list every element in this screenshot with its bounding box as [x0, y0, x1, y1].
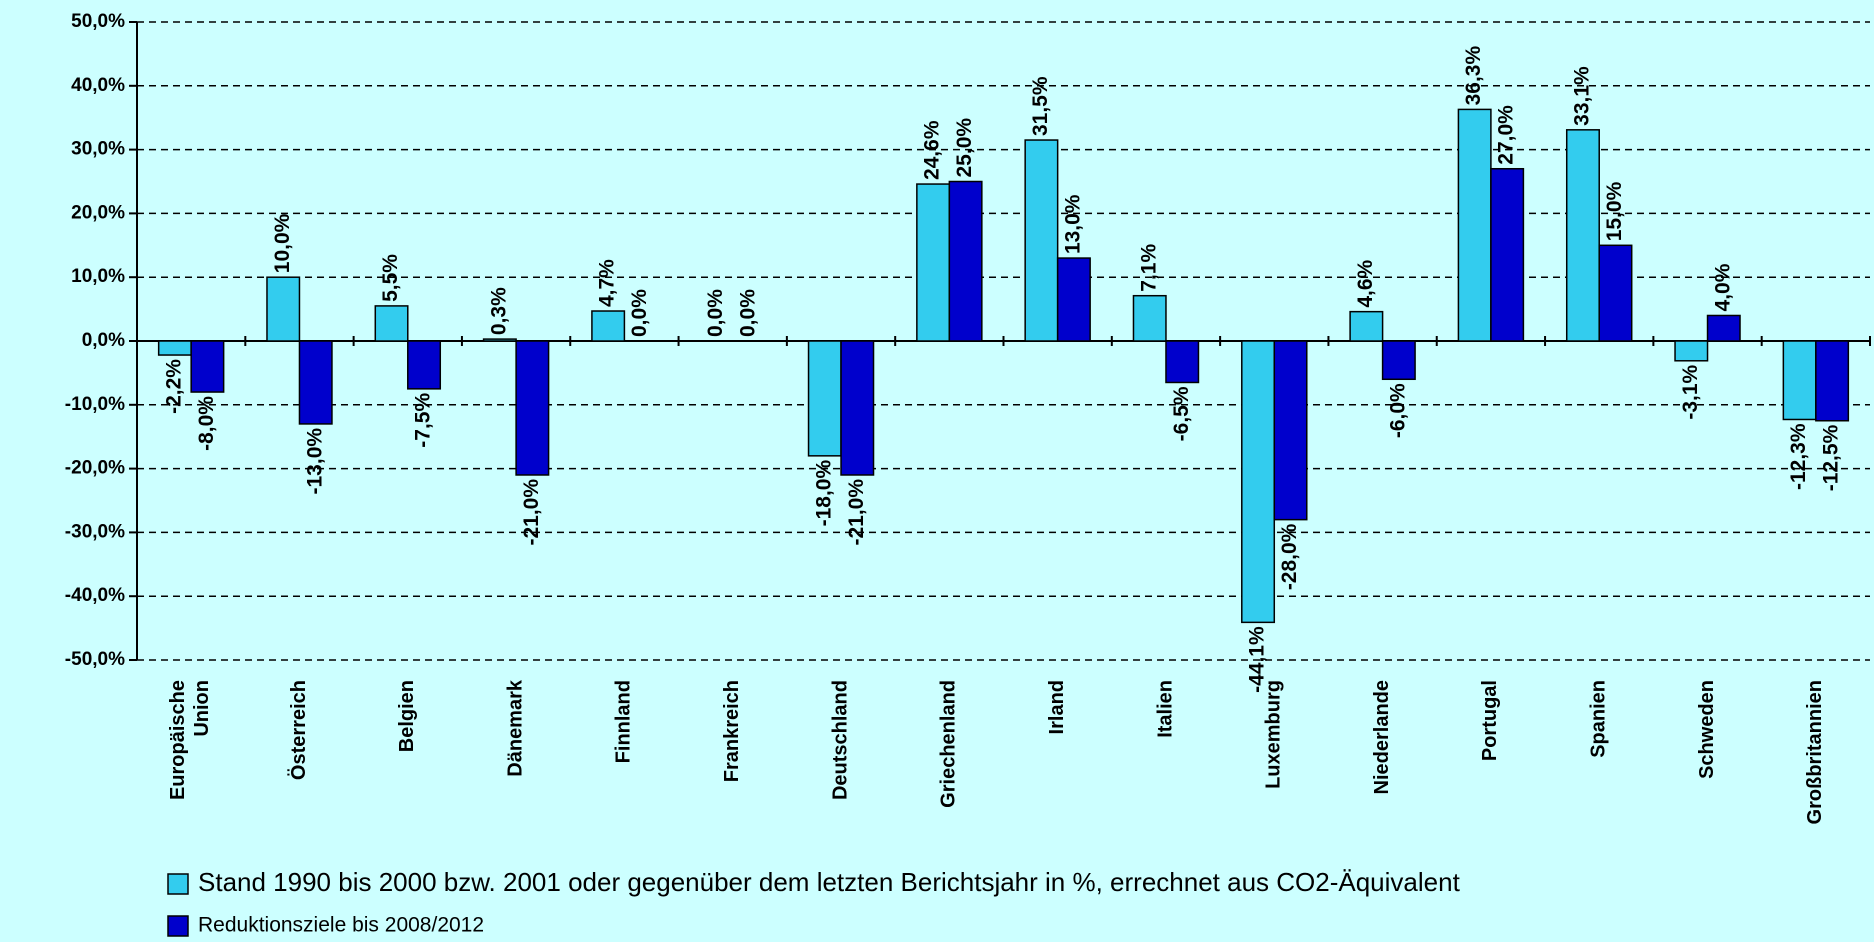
value-label: -28,0%: [1278, 523, 1301, 590]
x-tick-label: Spanien: [1588, 680, 1610, 758]
bar: [1056, 257, 1091, 342]
y-tick-label: 20,0%: [71, 202, 125, 223]
value-label: 7,1%: [1137, 244, 1160, 292]
x-tick-label: Frankreich: [721, 680, 743, 782]
legend-label: Stand 1990 bis 2000 bzw. 2001 oder gegen…: [198, 867, 1461, 897]
value-label: -44,1%: [1246, 626, 1269, 693]
value-label: -18,0%: [812, 460, 835, 527]
bar: [1349, 310, 1384, 342]
value-label: -13,0%: [303, 428, 326, 495]
y-tick-label: -20,0%: [65, 458, 125, 479]
y-tick-label: 0,0%: [82, 330, 125, 351]
legend-swatch: [167, 915, 189, 937]
x-tick-label: Portugal: [1479, 680, 1501, 761]
value-label: 0,3%: [487, 287, 510, 335]
bar: [1565, 129, 1600, 342]
value-label: 15,0%: [1603, 181, 1626, 241]
bar: [1241, 340, 1276, 624]
bar: [1490, 167, 1525, 342]
value-label: 4,7%: [596, 259, 619, 307]
value-label: 0,0%: [628, 289, 651, 337]
y-tick-label: -50,0%: [65, 649, 125, 670]
y-tick-label: -10,0%: [65, 394, 125, 415]
value-label: -21,0%: [845, 479, 868, 546]
value-label: -12,3%: [1787, 423, 1810, 490]
legend-label: Reduktionsziele bis 2008/2012: [198, 914, 484, 937]
bar: [298, 340, 333, 425]
bar: [1706, 314, 1741, 342]
bar: [1815, 340, 1850, 422]
value-label: 0,0%: [737, 289, 760, 337]
x-tick-label: Italien: [1154, 680, 1176, 738]
bar: [266, 276, 301, 342]
bar: [948, 180, 983, 342]
y-tick-label: 50,0%: [71, 11, 125, 32]
value-label: 36,3%: [1462, 46, 1485, 106]
bar: [1381, 340, 1416, 381]
value-label: 25,0%: [953, 118, 976, 178]
value-label: 24,6%: [921, 120, 944, 180]
x-tick-label: Deutschland: [829, 680, 851, 800]
x-tick-label: Irland: [1046, 680, 1068, 734]
value-label: 5,5%: [379, 254, 402, 302]
bar: [807, 340, 842, 457]
y-tick-label: -40,0%: [65, 585, 125, 606]
bar: [482, 338, 517, 342]
x-tick-label: Großbritannien: [1804, 680, 1826, 824]
bar: [1674, 340, 1709, 362]
bar: [157, 340, 192, 356]
value-label: 10,0%: [271, 213, 294, 273]
value-label: -6,0%: [1386, 383, 1409, 438]
value-label: 0,0%: [704, 289, 727, 337]
bar: [407, 340, 442, 390]
x-tick-label: Finnland: [613, 680, 635, 763]
bar: [1598, 244, 1633, 342]
x-tick-label: Europäische Union: [167, 680, 213, 800]
bar: [515, 340, 550, 476]
value-label: 33,1%: [1571, 66, 1594, 126]
value-label: 27,0%: [1495, 105, 1518, 165]
value-label: 13,0%: [1061, 194, 1084, 254]
bar: [1457, 108, 1492, 342]
bar: [591, 310, 626, 342]
value-label: 4,6%: [1354, 259, 1377, 307]
x-tick-label: Luxemburg: [1263, 680, 1285, 789]
x-tick-label: Griechenland: [938, 680, 960, 808]
value-label: -3,1%: [1679, 364, 1702, 419]
x-tick-label: Dänemark: [504, 679, 526, 777]
value-label: 4,0%: [1711, 263, 1734, 311]
bar: [1273, 340, 1308, 521]
x-tick-label: Niederlande: [1371, 680, 1393, 794]
value-label: -6,5%: [1170, 386, 1193, 441]
bar: [840, 340, 875, 476]
value-label: 31,5%: [1029, 76, 1052, 136]
bar: [1782, 340, 1817, 421]
bar: [374, 305, 409, 342]
value-label: -8,0%: [195, 396, 218, 451]
y-tick-label: 30,0%: [71, 139, 125, 160]
x-tick-label: Schweden: [1696, 680, 1718, 779]
bar: [1165, 340, 1200, 384]
y-tick-label: 40,0%: [71, 75, 125, 96]
value-label: -7,5%: [412, 393, 435, 448]
bar: [916, 183, 951, 342]
bar: [190, 340, 225, 393]
value-label: -21,0%: [520, 479, 543, 546]
bar: [1132, 294, 1167, 342]
value-label: -2,2%: [162, 359, 185, 414]
bar: [1024, 139, 1059, 342]
legend-swatch: [167, 873, 189, 895]
x-tick-label: Österreich: [287, 680, 310, 780]
x-tick-label: Belgien: [396, 680, 418, 752]
value-label: -12,5%: [1820, 424, 1843, 491]
y-tick-label: -30,0%: [65, 521, 125, 542]
y-tick-label: 10,0%: [71, 266, 125, 287]
